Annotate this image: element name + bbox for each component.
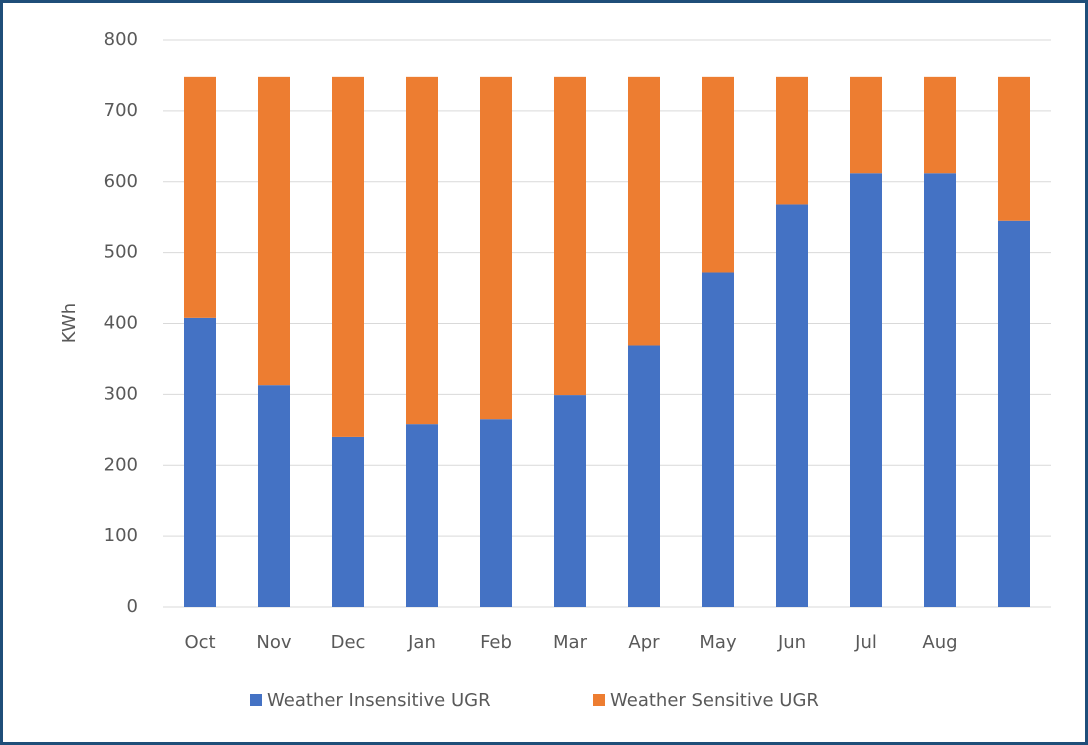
- y-tick-label: 700: [104, 100, 138, 121]
- bar-segment: [776, 204, 808, 607]
- y-tick-label: 300: [104, 383, 138, 404]
- bar-segment: [702, 272, 734, 607]
- bar-segment: [480, 419, 512, 607]
- bar-segment: [924, 173, 956, 607]
- bar-segment: [406, 424, 438, 607]
- bar-segment: [998, 76, 1030, 221]
- x-tick-label: Nov: [256, 632, 291, 653]
- legend-label: Weather Sensitive UGR: [610, 690, 819, 711]
- y-tick-label: 0: [127, 596, 138, 617]
- y-tick-label: 400: [104, 313, 138, 334]
- bar-segment: [184, 76, 216, 318]
- x-tick-label: Mar: [553, 632, 588, 653]
- x-tick-label: Oct: [184, 632, 215, 653]
- x-tick-label: Jun: [777, 632, 806, 653]
- x-tick-label: Apr: [628, 632, 660, 653]
- legend-label: Weather Insensitive UGR: [267, 690, 491, 711]
- y-tick-label: 800: [104, 29, 138, 50]
- y-axis-label: KWh: [59, 303, 80, 343]
- bar-segment: [850, 173, 882, 607]
- x-tick-label: May: [699, 632, 737, 653]
- bar-segment: [184, 317, 216, 607]
- x-tick-label: Dec: [331, 632, 366, 653]
- bar-segment: [258, 76, 290, 386]
- y-tick-label: 500: [104, 242, 138, 263]
- bar-segment: [702, 76, 734, 273]
- bar-segment: [554, 76, 586, 396]
- bar-segment: [406, 76, 438, 425]
- bar-segment: [776, 76, 808, 205]
- y-tick-label: 600: [104, 171, 138, 192]
- legend-swatch: [593, 694, 605, 706]
- bar-segment: [554, 395, 586, 607]
- bar-segment: [332, 436, 364, 607]
- bar-segment: [924, 76, 956, 174]
- bar-segment: [480, 76, 512, 420]
- bar-segment: [332, 76, 364, 437]
- bar-segment: [850, 76, 882, 174]
- x-tick-label: Aug: [922, 632, 957, 653]
- legend-swatch: [250, 694, 262, 706]
- bar-segment: [628, 76, 660, 346]
- y-tick-label: 200: [104, 454, 138, 475]
- x-tick-label: Feb: [480, 632, 512, 653]
- bar-segment: [998, 220, 1030, 607]
- bar-segment: [258, 385, 290, 607]
- x-tick-label: Jul: [854, 632, 877, 653]
- bar-segment: [628, 345, 660, 607]
- x-tick-label: Jan: [407, 632, 436, 653]
- y-tick-label: 100: [104, 525, 138, 546]
